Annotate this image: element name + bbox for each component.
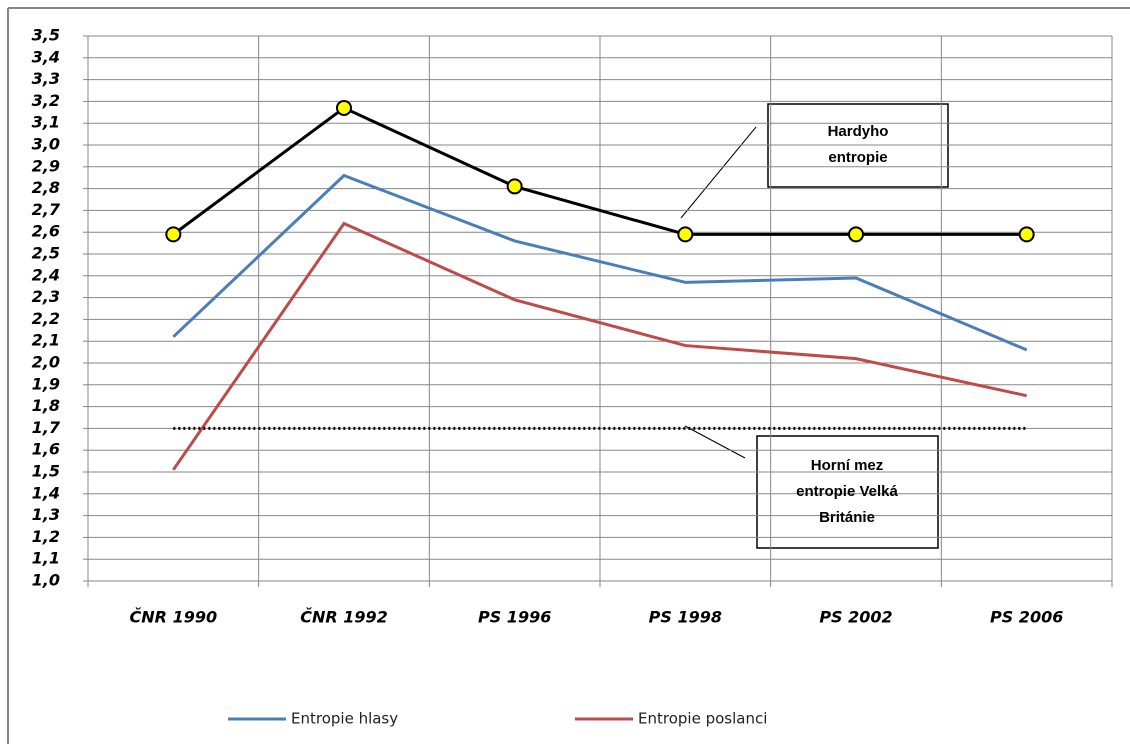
y-tick-label: 2,4 (32, 265, 60, 284)
annotation-text: Horní mez (811, 457, 884, 474)
series-line (172, 173, 1028, 352)
y-tick-label: 1,5 (32, 462, 60, 481)
x-tick-label: PS 2006 (990, 608, 1063, 627)
annotation-text: entropie Velká (796, 483, 898, 500)
annotation-leader (680, 126, 757, 219)
annotation-box (756, 435, 939, 549)
x-tick-label: ČNR 1992 (300, 607, 388, 627)
y-tick-label: 2,2 (32, 309, 60, 328)
y-tick-label: 3,1 (32, 113, 60, 132)
y-tick-label: 2,6 (32, 222, 60, 241)
series-line (172, 106, 1027, 236)
x-tick-label: PS 1996 (478, 608, 551, 627)
marker (165, 226, 182, 243)
y-tick-label: 2,8 (32, 178, 60, 197)
y-tick-label: 3,5 (32, 26, 60, 45)
annotation-text: entropie (828, 149, 887, 166)
y-tick-label: 1,0 (32, 571, 60, 590)
y-tick-label: 2,7 (32, 200, 61, 219)
annotation-text: Británie (819, 509, 875, 526)
y-tick-label: 3,3 (32, 69, 60, 88)
x-tick-label: ČNR 1990 (130, 607, 218, 627)
y-tick-label: 1,8 (32, 396, 60, 415)
y-tick-label: 3,0 (32, 135, 60, 154)
marker (506, 178, 523, 195)
x-tick-label: PS 2002 (819, 608, 892, 627)
y-tick-label: 2,5 (32, 244, 60, 263)
x-tick-label: PS 1998 (649, 608, 722, 627)
marker (1018, 226, 1035, 243)
y-tick-label: 2,0 (32, 353, 60, 372)
y-tick-label: 1,4 (32, 483, 60, 502)
y-tick-label: 1,3 (32, 505, 60, 524)
y-tick-label: 1,9 (32, 374, 60, 393)
marker (848, 226, 864, 243)
marker (677, 226, 694, 243)
y-tick-label: 3,2 (32, 91, 60, 110)
series-line (172, 221, 1027, 471)
y-tick-label: 1,2 (32, 527, 60, 546)
annotation-text: Hardyho (828, 123, 889, 140)
y-tick-label: 2,3 (32, 287, 60, 306)
y-tick-label: 2,9 (32, 156, 60, 175)
y-tick-label: 1,6 (32, 440, 60, 459)
marker (336, 99, 352, 116)
legend-label: Entropie hlasy (291, 710, 398, 728)
y-tick-label: 2,1 (32, 331, 60, 350)
legend-label: Entropie poslanci (638, 710, 767, 728)
y-tick-label: 1,7 (32, 418, 61, 437)
y-tick-label: 3,4 (32, 47, 60, 66)
y-tick-label: 1,1 (32, 549, 60, 568)
annotation-leader (684, 425, 746, 459)
